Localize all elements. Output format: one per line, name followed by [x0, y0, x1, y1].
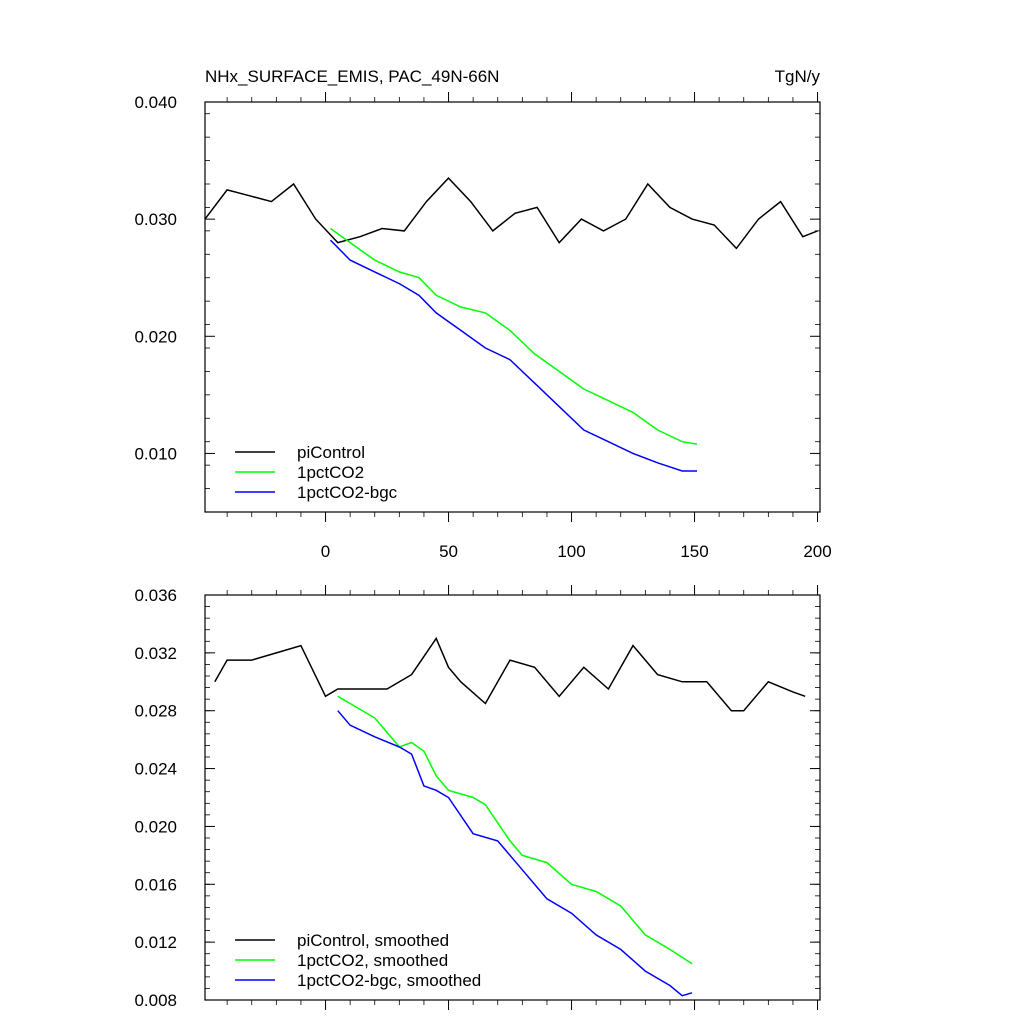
bottom-series-line-0 — [214, 636, 806, 712]
bottom-legend-label: 1pctCO2-bgc, smoothed — [297, 971, 481, 990]
top-x-tick-label: 100 — [557, 542, 585, 561]
bottom-y-tick-label: 0.036 — [134, 586, 177, 605]
bottom-y-tick-label: 0.028 — [134, 702, 177, 721]
top-series-line-1 — [330, 227, 698, 445]
bottom-y-tick-label: 0.012 — [134, 933, 177, 952]
top-panel: NHx_SURFACE_EMIS, PAC_49N-66N TgN/y 0.01… — [134, 67, 831, 561]
top-x-tick-label: 150 — [680, 542, 708, 561]
bottom-panel: 0.008 0.012 0.016 0.020 0.024 0.028 0.032 0.036… — [134, 585, 821, 1010]
top-panel-title: NHx_SURFACE_EMIS, PAC_49N-66N — [205, 67, 499, 86]
top-x-tick-label: 0 — [321, 542, 330, 561]
top-legend-label: 1pctCO2 — [297, 463, 364, 482]
top-y-tick-label: 0.010 — [134, 444, 177, 463]
top-legend-label: piControl — [297, 443, 365, 462]
bottom-y-tick-label: 0.020 — [134, 817, 177, 836]
top-y-tick-label: 0.030 — [134, 210, 177, 229]
bottom-y-tick-label: 0.008 — [134, 991, 177, 1010]
bottom-series-line-2 — [337, 710, 693, 997]
top-y-tick-label: 0.020 — [134, 327, 177, 346]
top-legend-label: 1pctCO2-bgc — [297, 483, 398, 502]
bottom-panel-plot-area — [204, 594, 821, 1001]
top-y-tick-label: 0.040 — [134, 93, 177, 112]
top-panel-plot-area — [204, 101, 821, 513]
bottom-legend-label: piControl, smoothed — [297, 931, 449, 950]
bottom-y-tick-label: 0.032 — [134, 644, 177, 663]
bottom-y-tick-label: 0.024 — [134, 760, 177, 779]
top-series-line-0 — [204, 177, 818, 250]
top-x-tick-label: 50 — [439, 542, 458, 561]
top-panel-units: TgN/y — [775, 67, 821, 86]
top-series-line-2 — [329, 239, 697, 472]
top-x-tick-label: 200 — [803, 542, 831, 561]
bottom-y-tick-label: 0.016 — [134, 875, 177, 894]
bottom-series-line-1 — [337, 695, 693, 965]
bottom-legend-label: 1pctCO2, smoothed — [297, 951, 448, 970]
